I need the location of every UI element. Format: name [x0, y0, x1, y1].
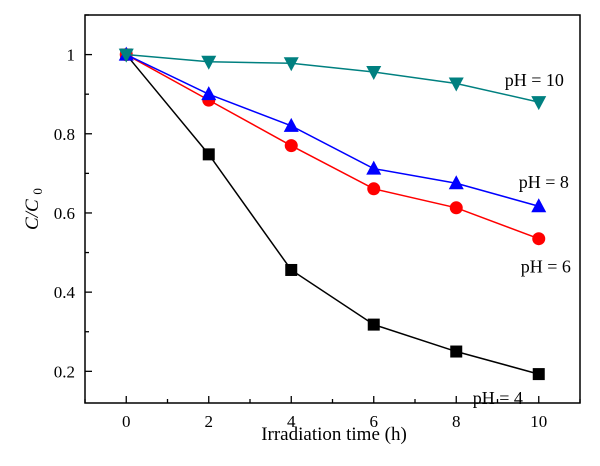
series-line [125, 53, 540, 240]
series-line [125, 53, 539, 207]
series-marker [284, 139, 298, 153]
series-label: pH = 8 [519, 172, 569, 192]
x-tick-label: 4 [287, 412, 296, 431]
series-marker [531, 198, 547, 213]
y-tick-label: 0.6 [54, 204, 75, 223]
x-tick-label: 6 [370, 412, 379, 431]
series-marker [285, 263, 298, 276]
series-marker [283, 117, 299, 132]
series-marker [449, 201, 463, 215]
series-marker [201, 86, 217, 101]
y-tick-label: 0.2 [54, 362, 75, 381]
x-tick-label: 2 [205, 412, 214, 431]
y-axis-ticks: 0.2 0.4 0.6 0.8 1 [54, 14, 92, 381]
series-marker [367, 182, 381, 196]
y-tick-label: 1 [67, 46, 76, 65]
series-marker [283, 57, 299, 72]
series-triangle-up [118, 46, 547, 213]
series-marker [448, 175, 464, 190]
series-label: pH = 10 [505, 70, 564, 90]
y-tick-label: 0.8 [54, 125, 75, 144]
series-line [126, 53, 539, 103]
series-square [120, 48, 545, 381]
series-marker [367, 318, 380, 331]
series-marker [532, 232, 546, 246]
series-group [118, 46, 547, 381]
series-marker [532, 368, 545, 381]
series-label: pH = 6 [521, 257, 571, 277]
x-tick-label: 8 [452, 412, 461, 431]
series-marker [448, 77, 464, 92]
x-axis-ticks: 0 2 4 6 8 10 [84, 396, 581, 431]
y-tick-label: 0.4 [54, 283, 76, 302]
series-marker [531, 96, 547, 111]
series-marker [366, 160, 382, 175]
series-label: pH = 4 [473, 388, 523, 408]
y-axis-title-subscript: 0 [30, 188, 45, 195]
y-axis-title: C/C 0 [22, 188, 45, 230]
series-marker [202, 148, 215, 161]
series-line [125, 54, 539, 375]
series-marker [366, 66, 382, 81]
x-tick-label: 0 [122, 412, 131, 431]
y-axis-title-main: C/C [22, 199, 43, 230]
series-marker [201, 55, 217, 70]
series-marker [450, 345, 463, 358]
series-marker [118, 48, 134, 63]
series-labels: pH = 4 pH = 6 pH = 8 pH = 10 [473, 70, 571, 408]
x-tick-label: 10 [530, 412, 547, 431]
series-triangle-down [118, 48, 547, 111]
x-axis-title: Irradiation time (h) [261, 424, 407, 445]
